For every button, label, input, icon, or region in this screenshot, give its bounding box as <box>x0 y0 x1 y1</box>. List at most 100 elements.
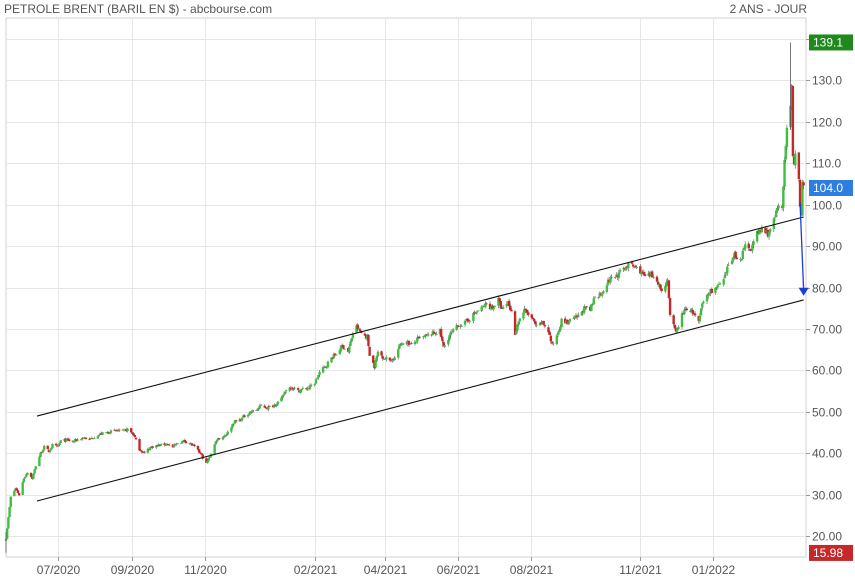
candle-up <box>5 528 9 539</box>
candle-up <box>567 322 570 325</box>
candle-down <box>527 312 530 315</box>
candle-up <box>784 146 787 160</box>
candle-up <box>705 295 709 302</box>
candle-up <box>505 304 508 307</box>
candle-up <box>424 334 427 337</box>
x-tick-label: 08/2021 <box>510 563 554 577</box>
candle-down <box>163 443 166 445</box>
candle-down <box>692 313 696 315</box>
candle-down <box>363 333 367 336</box>
candle-down <box>54 443 58 446</box>
x-tick-label: 11/2020 <box>184 563 227 577</box>
candle-up <box>606 279 610 285</box>
candle-down <box>735 257 739 260</box>
candle-up <box>164 444 167 446</box>
candle-up <box>215 439 219 442</box>
candle-down <box>71 440 74 442</box>
candle-down <box>358 329 362 332</box>
candle-down <box>268 405 271 407</box>
candle-down <box>200 453 203 455</box>
candle-up <box>293 387 296 389</box>
candle-up <box>610 276 613 278</box>
candle-up <box>313 384 316 386</box>
candle-down <box>183 440 187 442</box>
candle-down <box>372 355 375 363</box>
candle-down <box>691 309 694 314</box>
candle-down <box>543 325 547 327</box>
candle-up <box>259 405 263 406</box>
candle-up <box>516 324 519 331</box>
candle-up <box>463 320 467 325</box>
candle-up <box>355 325 358 333</box>
value-badge: 104.0 <box>809 179 853 196</box>
candle-up <box>423 335 426 337</box>
candle-down <box>525 309 529 313</box>
candle-up <box>382 359 386 361</box>
candle-down <box>193 444 196 447</box>
candle-down <box>133 435 136 438</box>
candle-up <box>718 283 722 285</box>
candle-down <box>331 357 334 359</box>
candle-up <box>321 367 325 373</box>
candle-down <box>532 318 536 322</box>
candle-down <box>67 439 71 442</box>
candle-down <box>196 445 200 450</box>
candle-down <box>634 266 637 268</box>
candle-up <box>338 350 342 355</box>
x-tick-label: 07/2020 <box>37 563 81 577</box>
y-tick-label: 20.00 <box>812 530 842 544</box>
candle-up <box>460 325 463 327</box>
candle-up <box>34 466 38 470</box>
y-tick-label: 70.00 <box>812 323 842 337</box>
candle-up <box>23 476 27 479</box>
candle-down <box>542 320 545 325</box>
value-badge: 15.98 <box>809 544 853 561</box>
candle-down <box>140 450 144 453</box>
candle-up <box>577 314 580 317</box>
candle-down <box>530 314 533 319</box>
candle-down <box>734 251 737 258</box>
candle-up <box>600 293 604 296</box>
candle-up <box>307 388 311 389</box>
candle-up <box>225 434 228 436</box>
candle-down <box>88 438 91 440</box>
candle-down <box>166 444 170 446</box>
x-tick-label: 11/2021 <box>619 563 662 577</box>
candle-up <box>617 272 621 278</box>
candle-up <box>676 328 679 332</box>
candle-down <box>151 446 154 448</box>
candle-up <box>159 443 163 446</box>
candle-down <box>550 341 554 344</box>
candle-up <box>318 371 321 375</box>
candle-down <box>467 319 470 322</box>
y-tick-label: 40.00 <box>812 447 842 461</box>
candle-up <box>707 293 710 296</box>
candle-down <box>156 445 159 446</box>
candle-up <box>207 457 210 461</box>
candle-up <box>484 303 487 308</box>
candle-up <box>79 439 83 441</box>
candle-down <box>201 454 204 459</box>
candle-up <box>609 276 612 283</box>
candle-up <box>224 435 227 437</box>
candle-up <box>472 313 475 322</box>
candle-down <box>510 309 513 312</box>
candle-up <box>230 427 233 432</box>
candle-down <box>139 450 142 452</box>
candle-up <box>497 297 500 306</box>
candle-up <box>758 229 761 235</box>
candle-down <box>197 449 201 453</box>
candle-up <box>624 266 628 271</box>
candle-down <box>531 317 535 319</box>
candle-up <box>583 306 586 313</box>
candle-up <box>232 423 235 425</box>
candle-up <box>698 315 702 322</box>
candle-up <box>605 285 609 292</box>
candle-up <box>25 474 28 477</box>
candle-down <box>264 407 268 409</box>
candle-down <box>439 329 443 337</box>
candle-up <box>474 312 477 314</box>
candle-down <box>147 449 151 451</box>
candle-up <box>413 341 417 345</box>
